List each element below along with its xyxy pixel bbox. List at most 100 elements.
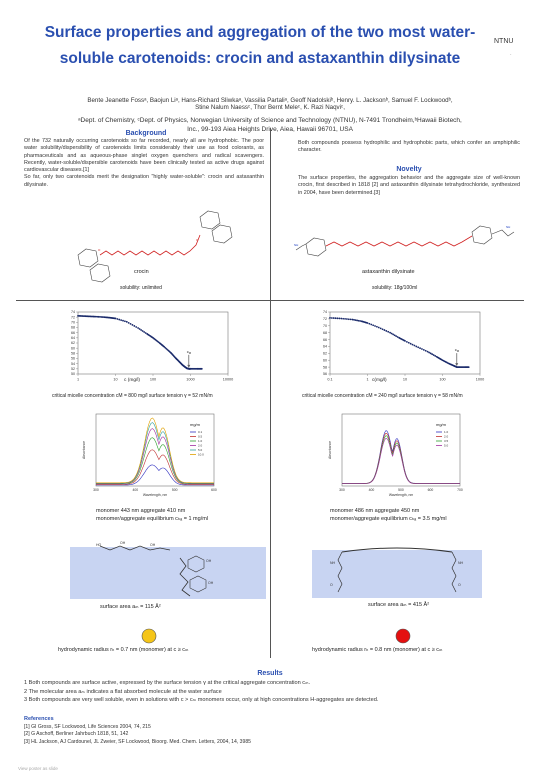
- x-tick-label: 1000: [186, 378, 194, 382]
- legend-title: mg/m: [190, 422, 201, 427]
- footer-link[interactable]: View poster as slide: [18, 766, 58, 771]
- y-tick-label: 62: [323, 352, 327, 356]
- data-point: [122, 319, 124, 322]
- x-tick-label: 400: [369, 488, 375, 492]
- crocin-sugar-ring-1: [77, 248, 99, 268]
- astaxanthin-lysine-left: [295, 243, 307, 251]
- spectrum-line: [96, 449, 214, 485]
- astaxanthin-n-labels: NH NH: [294, 225, 510, 247]
- cm-subscript: M: [457, 349, 460, 353]
- data-point: [390, 332, 393, 335]
- data-point: [389, 331, 391, 334]
- data-point: [129, 322, 132, 325]
- y-tick-label: 60: [323, 358, 327, 362]
- x-tick-label: 500: [172, 488, 178, 492]
- astaxanthin-surface-tension-chart: 56 58 60 62 64 66 68 70 72 74 0.1 1 10 100 1000 cM: [323, 310, 484, 382]
- spectrum-line: [96, 437, 214, 484]
- astaxanthin-surface-molecule: NH NH O O: [330, 547, 464, 593]
- data-point: [100, 316, 103, 318]
- data-point: [429, 352, 432, 355]
- crocin-cmc-caption: critical micelle concentration cM = 800 …: [52, 393, 213, 399]
- x-tick-label: 10: [403, 378, 407, 382]
- data-point: [346, 318, 348, 320]
- data-point: [370, 323, 373, 326]
- svg-text:O: O: [330, 583, 333, 587]
- data-point: [368, 322, 371, 325]
- data-point: [411, 343, 414, 346]
- legend-title: mg/m: [436, 422, 447, 427]
- reference-item: [3] HL Jackson, AJ Cardounel, JL Zweier,…: [24, 738, 251, 745]
- svg-text:O: O: [98, 248, 101, 252]
- data-point: [357, 319, 360, 322]
- background-paragraph: Of the 732 naturally occurring carotenoi…: [24, 138, 264, 174]
- cm-subscript: M: [189, 351, 192, 355]
- data-point: [94, 315, 97, 318]
- references-heading: References: [24, 716, 54, 722]
- data-point: [434, 355, 437, 357]
- data-point: [118, 318, 121, 321]
- reference-item: [1] GI Gross, SF Lockwood, Life Sciences…: [24, 724, 151, 730]
- data-point: [428, 351, 430, 354]
- x-axis-label: Wavelength, nm: [143, 493, 168, 497]
- data-point: [349, 318, 352, 321]
- crocin-sugar-ring-4: [211, 224, 233, 244]
- data-point: [340, 317, 343, 320]
- y-tick-label: 64: [323, 345, 327, 349]
- data-point: [409, 342, 412, 345]
- x-tick-label: 600: [428, 488, 434, 492]
- astaxanthin-particle-dot: [395, 628, 411, 644]
- data-point: [138, 328, 141, 330]
- x-tick-label: 300: [339, 488, 345, 492]
- data-point: [342, 317, 345, 320]
- y-tick-label: 66: [71, 331, 75, 335]
- x-tick-label: 10000: [223, 378, 234, 382]
- astaxanthin-cmc-caption: critical micelle concentration cM = 240 …: [302, 393, 463, 399]
- result-item: 3 Both compounds are very well soluble, …: [24, 697, 379, 704]
- astaxanthin-water-surface: [312, 550, 482, 598]
- astaxanthin-lysine-right: [491, 229, 515, 237]
- authors-line-2: Stine Nalum Naessᶜ, Thor Bernt Meleᶜ, K.…: [195, 104, 345, 111]
- svg-text:NH: NH: [458, 561, 464, 565]
- y-tick-label: 74: [71, 310, 75, 314]
- data-point: [372, 324, 375, 327]
- amphiphilic-text: Both compounds possess hydrophilic and h…: [298, 140, 520, 154]
- data-point: [419, 347, 421, 350]
- plot-frame: [329, 311, 481, 375]
- data-point: [405, 340, 408, 343]
- astaxanthin-polyene-chain: [325, 235, 473, 247]
- novelty-text: The surface properties, the aggregation …: [298, 175, 520, 196]
- data-point: [96, 315, 99, 318]
- data-point: [330, 317, 333, 319]
- data-point: [144, 332, 147, 334]
- legend-entry: 5.0: [444, 444, 449, 448]
- data-point: [354, 319, 357, 322]
- ntnu-logo-sub: ·: [510, 52, 512, 58]
- data-point: [125, 320, 128, 323]
- data-point: [351, 318, 354, 321]
- crocin-water-surface: [70, 547, 266, 599]
- legend-entry: 3.5: [444, 439, 449, 443]
- data-point: [392, 333, 395, 336]
- data-point: [127, 321, 130, 324]
- y-tick-label: 54: [71, 362, 75, 366]
- astaxanthin-solubility: solubility: 18g/100ml: [372, 285, 418, 291]
- astaxanthin-structure: NH NH: [294, 225, 515, 257]
- data-point: [135, 326, 138, 328]
- svg-text:OH: OH: [206, 559, 212, 563]
- references-list: [1] GI Gross, SF Lockwood, Life Sciences…: [24, 724, 524, 746]
- data-point: [431, 353, 434, 356]
- title-line-2: soluble carotenoids: crocin and astaxant…: [59, 50, 461, 67]
- astaxanthin-uv-caption-1: monomer 486 nm aggregate 450 nm: [330, 508, 420, 514]
- y-axis-label: Absorbance: [328, 441, 332, 459]
- data-point: [141, 330, 144, 332]
- x-axis-label: Wavelength, nm: [389, 493, 414, 497]
- legend-entry: 2.0: [444, 435, 449, 439]
- affiliation-line-1: ᵃDept. of Chemistry, ᶜDept. of Physics, …: [78, 117, 462, 124]
- x-tick-label: 1000: [476, 378, 484, 382]
- data-point: [421, 348, 423, 350]
- crocin-sugar-ring-3: [199, 210, 221, 230]
- legend-entry: 0.1: [198, 430, 203, 434]
- data-point: [426, 350, 429, 353]
- cm-arrowhead: [455, 363, 459, 367]
- astaxanthin-uv-caption-2: monomer/aggregate equilibrium cₕₐ = 3.5 …: [330, 516, 447, 522]
